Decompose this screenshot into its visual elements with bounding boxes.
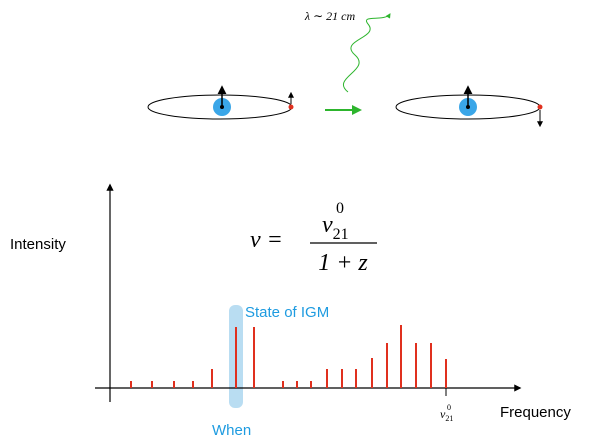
spectrum-lines: [130, 325, 447, 388]
formula-numerator: ν21: [322, 212, 349, 243]
formula-denominator: 1 + z: [318, 250, 368, 276]
atom-right: [395, 85, 543, 128]
formula-sup: 0: [336, 200, 344, 217]
x-axis-label: Frequency: [500, 404, 571, 421]
tick-label: ν21: [440, 407, 453, 423]
formula: ν = ν21 0 1 + z: [250, 200, 377, 276]
photon: [342, 13, 391, 93]
atom-left: [147, 85, 294, 120]
wavelength-label: λ ∼ 21 cm: [304, 9, 356, 23]
highlight-bottom-label: When: [212, 422, 251, 438]
tick-sup: 0: [447, 403, 451, 412]
formula-lhs: ν =: [250, 227, 283, 253]
highlight-label: State of IGM: [245, 304, 329, 321]
y-axis-label: Intensity: [10, 236, 66, 253]
